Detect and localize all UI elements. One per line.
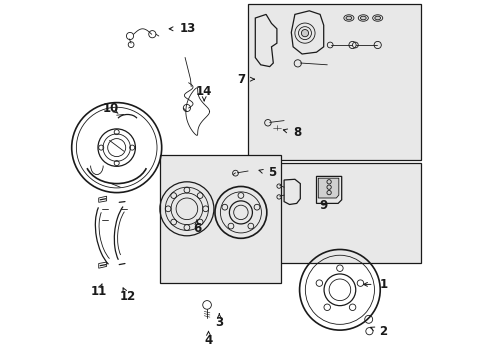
- Text: 2: 2: [379, 325, 387, 338]
- Text: 13: 13: [179, 22, 196, 35]
- Text: 9: 9: [319, 199, 327, 212]
- Text: 12: 12: [119, 291, 135, 303]
- Polygon shape: [318, 178, 338, 198]
- Circle shape: [301, 30, 308, 37]
- Text: 8: 8: [292, 126, 301, 139]
- Text: 6: 6: [192, 222, 201, 235]
- Text: 11: 11: [90, 285, 106, 298]
- Bar: [273, 163, 420, 263]
- Text: 7: 7: [237, 73, 244, 86]
- Bar: [160, 155, 280, 283]
- Ellipse shape: [346, 16, 351, 20]
- Text: 1: 1: [379, 278, 387, 291]
- Text: 4: 4: [204, 334, 212, 347]
- Ellipse shape: [360, 16, 366, 20]
- Text: 3: 3: [215, 316, 223, 329]
- Text: 10: 10: [103, 102, 119, 114]
- Bar: [247, 4, 420, 160]
- Ellipse shape: [374, 16, 380, 20]
- Text: 5: 5: [267, 166, 276, 179]
- Text: 14: 14: [196, 85, 212, 98]
